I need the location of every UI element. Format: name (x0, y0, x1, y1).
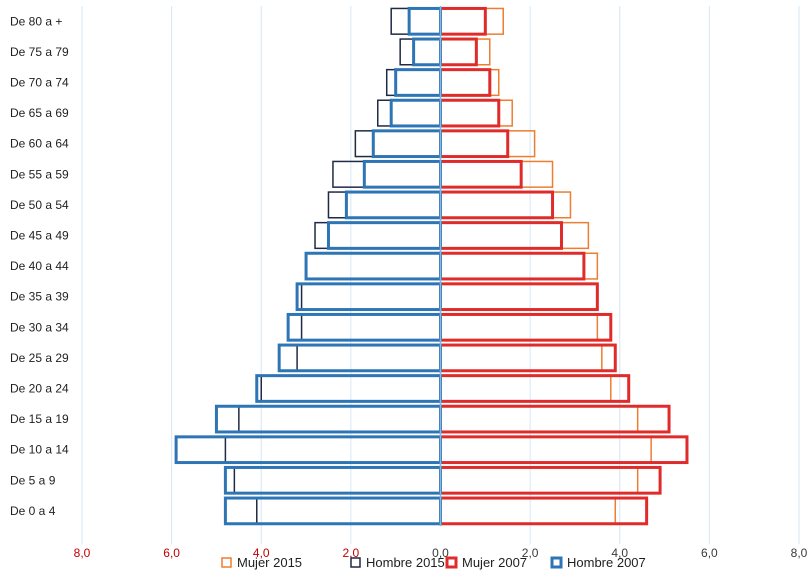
bar-hombre-2015 (234, 467, 440, 493)
age-group-label: De 25 a 29 (10, 351, 69, 365)
age-group-label: De 5 a 9 (10, 473, 56, 487)
bar-hombre-2015 (355, 131, 440, 157)
bar-mujer-2015 (441, 467, 638, 493)
legend-label: Mujer 2007 (462, 555, 527, 570)
bar-mujer-2007 (441, 131, 508, 157)
x-tick-label: 8,0 (74, 546, 91, 560)
age-group-label: De 50 a 54 (10, 198, 69, 212)
x-tick-label: 8,0 (791, 546, 808, 560)
bar-mujer-2007 (441, 223, 562, 249)
age-group-label: De 20 a 24 (10, 382, 69, 396)
bar-hombre-2007 (257, 376, 441, 402)
age-group-label: De 35 a 39 (10, 290, 69, 304)
bar-mujer-2015 (441, 345, 602, 371)
bar-hombre-2015 (400, 39, 440, 65)
age-group-label: De 65 a 69 (10, 106, 69, 120)
x-tick-label: 6,0 (701, 546, 718, 560)
bar-mujer-2007 (441, 161, 522, 187)
bar-hombre-2007 (279, 345, 440, 371)
age-group-label: De 45 a 49 (10, 229, 69, 243)
bar-mujer-2007 (441, 39, 477, 65)
bar-hombre-2015 (257, 498, 441, 524)
legend: Mujer 2015 Hombre 2015 Mujer 2007 Hombre 20… (222, 555, 646, 570)
bar-mujer-2015 (441, 161, 553, 187)
bar-hombre-2007 (373, 131, 440, 157)
bar-mujer-2015 (441, 376, 611, 402)
bar-hombre-2007 (396, 70, 441, 96)
bar-mujer-2007 (441, 345, 616, 371)
bar-mujer-2015 (441, 39, 490, 65)
legend-swatch (552, 558, 561, 567)
bar-mujer-2015 (441, 406, 638, 432)
legend-label: Hombre 2007 (567, 555, 646, 570)
bar-mujer-2007 (441, 70, 490, 96)
bar-hombre-2007 (297, 284, 440, 310)
bar-hombre-2015 (239, 406, 441, 432)
bar-mujer-2007 (441, 192, 553, 218)
bar-mujer-2015 (441, 8, 504, 34)
age-group-label: De 70 a 74 (10, 76, 69, 90)
legend-label: Hombre 2015 (366, 555, 445, 570)
bar-mujer-2007 (441, 253, 584, 279)
bar-hombre-2007 (225, 498, 440, 524)
bar-hombre-2015 (315, 223, 440, 249)
bar-hombre-2007 (409, 8, 440, 34)
age-group-label: De 75 a 79 (10, 45, 69, 59)
bar-mujer-2007 (441, 314, 611, 340)
bar-mujer-2007 (441, 437, 687, 463)
bar-hombre-2007 (176, 437, 440, 463)
bar-mujer-2015 (441, 253, 598, 279)
bar-hombre-2015 (306, 253, 440, 279)
bar-hombre-2015 (333, 161, 441, 187)
bar-hombre-2015 (225, 437, 440, 463)
age-group-label: De 30 a 34 (10, 320, 69, 334)
bar-hombre-2007 (328, 223, 440, 249)
legend-label: Mujer 2015 (237, 555, 302, 570)
bar-mujer-2015 (441, 498, 616, 524)
bar-mujer-2015 (441, 223, 589, 249)
legend-swatch (222, 558, 231, 567)
bar-mujer-2007 (441, 100, 499, 126)
legend-swatch (447, 558, 456, 567)
age-group-label: De 10 a 14 (10, 443, 69, 457)
age-group-labels: De 80 a + De 75 a 79 De 70 a 74 De 65 a 69 D… (10, 14, 69, 518)
bar-mujer-2007 (441, 284, 598, 310)
bar-hombre-2007 (306, 253, 440, 279)
bar-hombre-2007 (414, 39, 441, 65)
bar-mujer-2015 (441, 192, 571, 218)
bar-hombre-2007 (391, 100, 440, 126)
bar-mujer-2007 (441, 467, 661, 493)
bar-hombre-2015 (391, 8, 440, 34)
bar-hombre-2015 (302, 314, 441, 340)
bar-mujer-2015 (441, 100, 513, 126)
bar-hombre-2007 (346, 192, 440, 218)
bar-mujer-2015 (441, 131, 535, 157)
bar-hombre-2007 (288, 314, 440, 340)
bar-mujer-2007 (441, 376, 629, 402)
age-group-label: De 0 a 4 (10, 504, 56, 518)
bar-mujer-2015 (441, 284, 598, 310)
bar-mujer-2007 (441, 8, 486, 34)
age-group-label: De 80 a + (10, 14, 62, 28)
bar-hombre-2015 (297, 345, 440, 371)
bar-mujer-2007 (441, 406, 670, 432)
age-group-label: De 55 a 59 (10, 167, 69, 181)
bars (176, 6, 687, 526)
age-group-label: De 60 a 64 (10, 137, 69, 151)
age-group-label: De 15 a 19 (10, 412, 69, 426)
bar-hombre-2015 (378, 100, 441, 126)
bar-mujer-2015 (441, 314, 598, 340)
bar-hombre-2015 (302, 284, 441, 310)
bar-hombre-2007 (225, 467, 440, 493)
x-tick-label: 6,0 (163, 546, 180, 560)
age-group-label: De 40 a 44 (10, 259, 69, 273)
bar-hombre-2007 (216, 406, 440, 432)
bar-hombre-2007 (364, 161, 440, 187)
